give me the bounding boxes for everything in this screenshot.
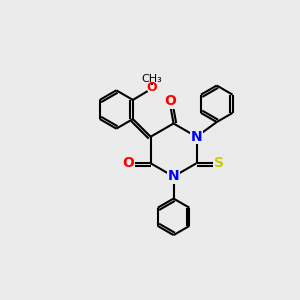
- Text: N: N: [168, 169, 179, 184]
- Text: O: O: [122, 156, 134, 170]
- Text: S: S: [214, 156, 224, 170]
- Text: O: O: [147, 81, 158, 94]
- Text: N: N: [191, 130, 202, 144]
- Text: CH₃: CH₃: [142, 74, 162, 84]
- Text: O: O: [165, 94, 176, 108]
